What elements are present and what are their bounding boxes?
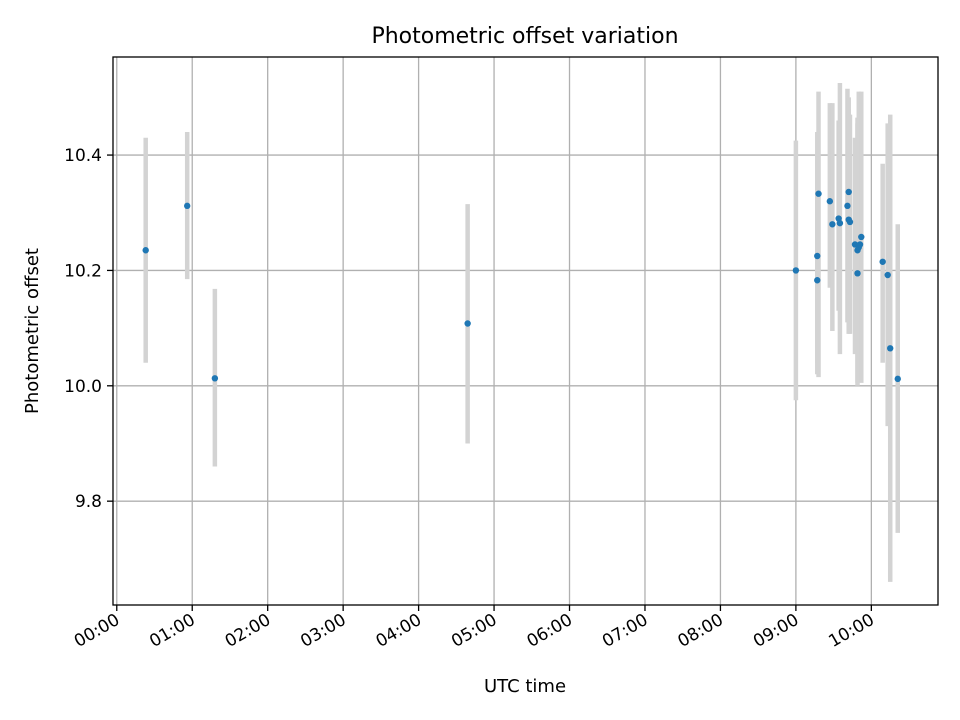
data-point [858, 233, 865, 241]
data-point [844, 202, 851, 210]
x-tick-label: 03:00 [297, 610, 349, 652]
x-tick-label: 08:00 [674, 610, 726, 652]
x-tick-label: 05:00 [448, 610, 500, 652]
data-point [815, 190, 822, 197]
data-point [856, 241, 864, 248]
data-point [211, 375, 219, 382]
data-point [792, 267, 800, 274]
data-point [887, 345, 894, 352]
data-point [884, 271, 891, 279]
x-axis-label: UTC time [484, 676, 566, 697]
x-tick-label: 09:00 [750, 610, 802, 652]
plot-frame [112, 56, 939, 606]
data-point [854, 270, 861, 277]
data-point [845, 188, 852, 196]
data-point [814, 277, 821, 284]
data-point [894, 375, 901, 383]
grid [113, 57, 938, 605]
x-tick-label: 07:00 [599, 610, 651, 652]
x-tick-label: 04:00 [373, 610, 425, 652]
y-tick-label: 10.0 [64, 377, 102, 397]
data-point [814, 252, 821, 260]
y-tick-label: 10.4 [64, 146, 102, 166]
error-bars [143, 82, 901, 582]
chart-title: Photometric offset variation [371, 24, 678, 49]
data-point [183, 202, 191, 210]
x-tick-label: 01:00 [146, 610, 198, 652]
data-point [846, 218, 854, 226]
x-tick-label: 10:00 [825, 610, 877, 652]
data-point [826, 198, 834, 205]
data-points [142, 188, 901, 383]
y-tick-label: 10.2 [64, 261, 102, 281]
data-point [829, 221, 836, 228]
data-point [879, 258, 886, 265]
x-tick-label: 06:00 [524, 610, 576, 652]
y-axis-label: Photometric offset [22, 248, 43, 414]
y-tick-label: 9.8 [75, 492, 102, 512]
x-tick-label: 02:00 [222, 610, 274, 652]
x-tick-label: 00:00 [71, 610, 123, 652]
data-point [142, 247, 149, 254]
data-point [836, 219, 844, 227]
data-point [464, 320, 471, 327]
